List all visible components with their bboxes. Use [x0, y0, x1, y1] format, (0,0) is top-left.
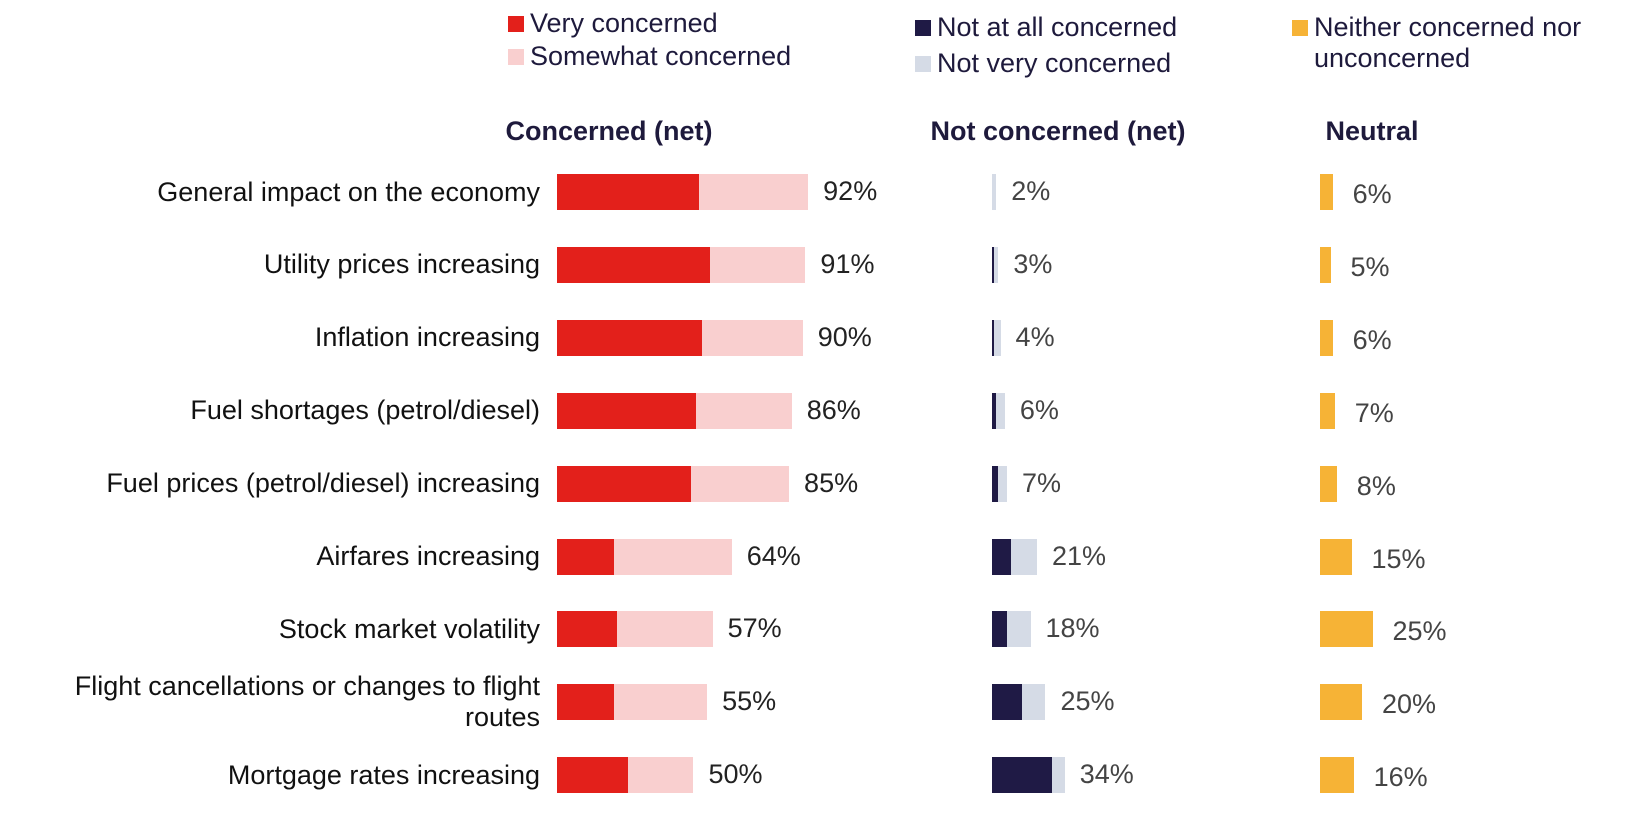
- total-label: 6%: [1019, 394, 1059, 425]
- category-label: Flight cancellations or changes to fligh…: [74, 671, 540, 733]
- bar-segment: [996, 392, 1005, 429]
- bar-segment: [1320, 246, 1331, 283]
- bar-segment: [1320, 465, 1337, 502]
- value-label: 5%: [1350, 251, 1390, 282]
- bar-segment: [992, 319, 995, 356]
- bar-segment: [1320, 538, 1352, 575]
- bar-segment: [992, 538, 1012, 575]
- bar-segment: [557, 611, 618, 648]
- bar-segment: [1006, 611, 1031, 648]
- total-label: 55%: [722, 686, 777, 717]
- value-label: 6%: [1352, 179, 1392, 209]
- legend-swatch: [508, 16, 524, 32]
- legend-label: Somewhat concerned: [530, 41, 792, 71]
- bar-segment: [1320, 392, 1335, 429]
- bar-segment: [992, 757, 1052, 794]
- bar-segment: [1021, 684, 1046, 721]
- total-label: 3%: [1013, 248, 1053, 279]
- legend-label: Not very concerned: [937, 48, 1172, 78]
- legend-swatch: [508, 49, 524, 65]
- legend-label: Neither concerned nor unconcerned: [1314, 12, 1582, 73]
- bar-segment: [557, 465, 691, 502]
- bar-segment: [1320, 684, 1362, 721]
- total-label: 18%: [1045, 613, 1100, 644]
- bar-segment: [690, 465, 790, 502]
- bar-segment: [1011, 538, 1037, 575]
- category-label: Stock market volatility: [278, 613, 540, 644]
- value-label: 7%: [1354, 397, 1394, 428]
- value-label: 25%: [1392, 616, 1447, 647]
- bar-segment: [698, 174, 809, 210]
- category-label: Airfares increasing: [316, 541, 540, 571]
- bar-segment: [992, 246, 995, 283]
- panel-title: Not concerned (net): [930, 116, 1186, 146]
- bar-segment: [614, 538, 732, 575]
- bar-segment: [992, 392, 997, 429]
- total-label: 57%: [727, 613, 782, 644]
- total-label: 34%: [1079, 759, 1134, 790]
- category-label: Fuel prices (petrol/diesel) increasing: [106, 468, 540, 499]
- bar-segment: [992, 611, 1007, 648]
- total-label: 50%: [708, 759, 763, 790]
- bar-segment: [1320, 319, 1333, 356]
- bar-segment: [994, 246, 999, 283]
- total-label: 7%: [1021, 467, 1061, 498]
- bar-segment: [557, 246, 710, 283]
- bar-segment: [557, 319, 702, 356]
- bar-segment: [557, 538, 615, 575]
- bar-segment: [617, 611, 713, 648]
- bar-segment: [614, 684, 708, 721]
- total-label: 92%: [823, 176, 878, 206]
- bar-segment: [1320, 757, 1354, 794]
- bar-segment: [1320, 611, 1373, 648]
- value-label: 20%: [1382, 689, 1437, 720]
- bar-segment: [627, 757, 694, 794]
- bar-segment: [557, 757, 628, 794]
- bar-segment: [709, 246, 806, 283]
- value-label: 6%: [1352, 324, 1392, 355]
- total-label: 90%: [817, 321, 872, 352]
- total-label: 4%: [1015, 321, 1055, 352]
- value-label: 8%: [1356, 470, 1396, 501]
- total-label: 21%: [1051, 540, 1106, 571]
- legend-label: Very concerned: [530, 8, 718, 38]
- legend-swatch: [915, 56, 931, 72]
- category-label: Inflation increasing: [314, 322, 540, 353]
- legend-swatch: [1292, 20, 1308, 36]
- total-label: 25%: [1060, 686, 1115, 717]
- category-label: Mortgage rates increasing: [227, 759, 540, 790]
- panel-title: Neutral: [1325, 116, 1419, 146]
- legend-swatch: [915, 20, 931, 36]
- bar-segment: [696, 392, 792, 429]
- value-label: 15%: [1371, 543, 1426, 574]
- category-label: General impact on the economy: [157, 176, 540, 207]
- total-label: 2%: [1011, 176, 1051, 206]
- bar-segment: [557, 174, 699, 210]
- bar-segment: [1051, 757, 1065, 794]
- value-label: 16%: [1373, 762, 1428, 793]
- total-label: 64%: [746, 540, 801, 571]
- legend-label: Not at all concerned: [937, 12, 1178, 42]
- bar-segment: [998, 465, 1007, 502]
- bar-segment: [701, 319, 803, 356]
- bar-segment: [557, 392, 697, 429]
- bar-segment: [992, 174, 997, 210]
- category-label: Utility prices increasing: [263, 249, 540, 280]
- category-label: Fuel shortages (petrol/diesel): [190, 395, 540, 426]
- bar-segment: [1320, 174, 1333, 210]
- bar-segment: [994, 319, 1001, 356]
- bar-segment: [992, 684, 1022, 721]
- total-label: 86%: [806, 394, 861, 425]
- bar-segment: [557, 684, 615, 721]
- total-label: 85%: [804, 467, 859, 498]
- total-label: 91%: [820, 248, 875, 279]
- bar-segment: [992, 465, 999, 502]
- panel-title: Concerned (net): [505, 116, 713, 146]
